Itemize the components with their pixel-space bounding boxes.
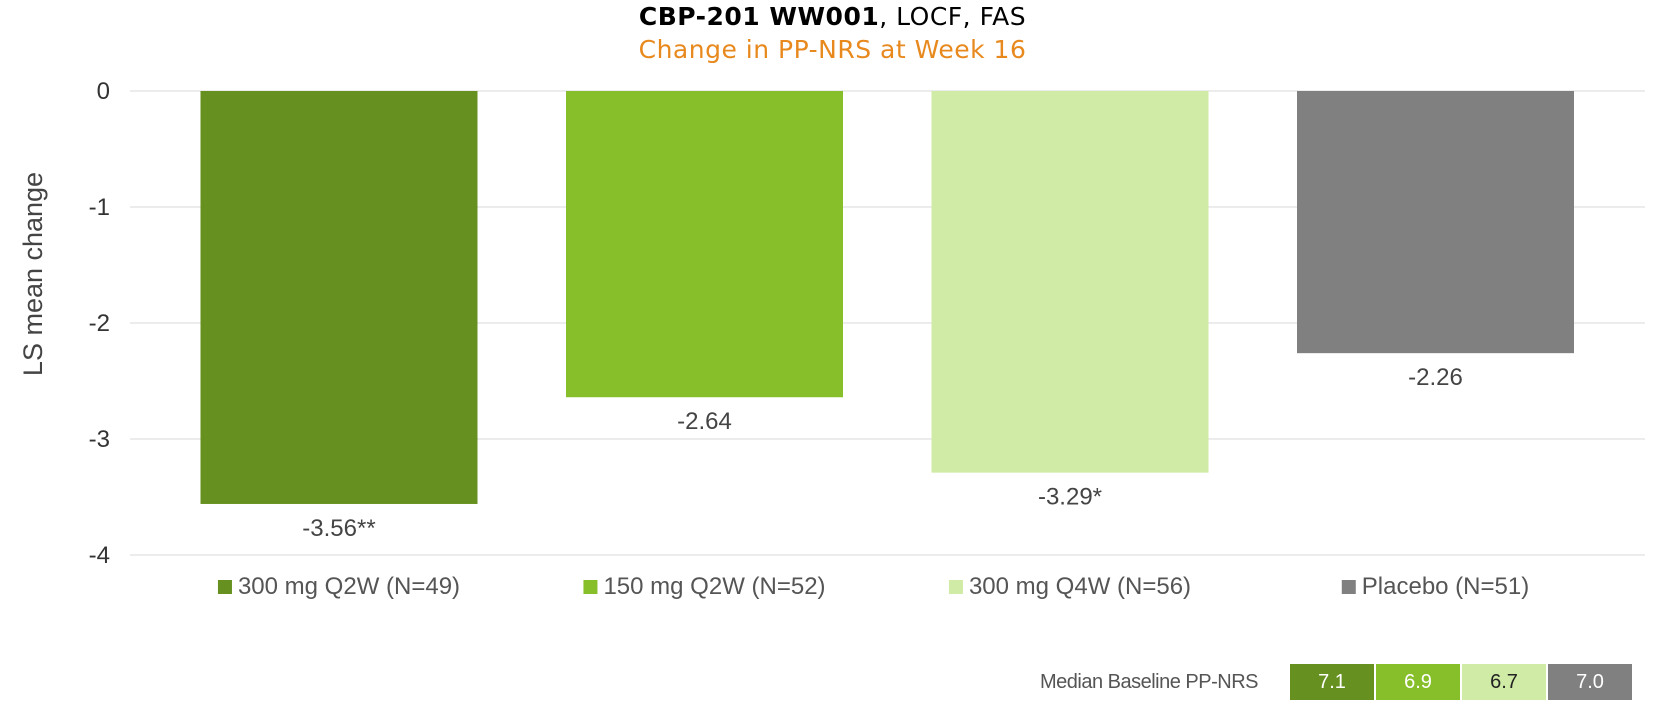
- chart-title-rest: , LOCF, FAS: [879, 2, 1027, 31]
- legend-swatch: [1341, 580, 1356, 594]
- bar: [200, 91, 478, 504]
- legend-item: 300 mg Q4W (N=56): [948, 573, 1191, 600]
- median-baseline-cell: 7.1: [1290, 664, 1374, 700]
- median-baseline-cell: 7.0: [1548, 664, 1632, 700]
- bar: [931, 91, 1209, 473]
- median-baseline-cell: 6.7: [1462, 664, 1546, 700]
- chart-title: CBP-201 WW001, LOCF, FAS: [0, 2, 1665, 31]
- legend-item: Placebo (N=51): [1341, 573, 1529, 600]
- bar: [1297, 91, 1574, 354]
- y-tick-label: -2: [89, 310, 110, 337]
- legend-label: 300 mg Q4W (N=56): [969, 573, 1191, 600]
- data-label: -2.26: [1408, 364, 1463, 391]
- data-label: -3.29*: [1038, 484, 1102, 511]
- legend-swatch: [583, 580, 598, 594]
- bar-chart: 0 -1 -2 -3 -4 -3.56** -2.64 -3.29* -2.26 300 mg…: [18, 78, 1645, 600]
- median-baseline-label: Median Baseline PP-NRS: [1040, 670, 1259, 693]
- data-labels: -3.56** -2.64 -3.29* -2.26: [302, 364, 1463, 542]
- legend-swatch: [217, 580, 232, 594]
- legend-item: 300 mg Q2W (N=49): [217, 573, 460, 600]
- y-tick-label: -1: [89, 194, 110, 221]
- median-baseline-cell: 6.9: [1376, 664, 1460, 700]
- chart-subtitle: Change in PP-NRS at Week 16: [638, 35, 1027, 64]
- legend-swatch: [948, 580, 963, 594]
- y-axis-ticks: 0 -1 -2 -3 -4: [89, 78, 110, 569]
- data-label: -2.64: [677, 408, 732, 435]
- median-baseline-cells: 7.1 6.9 6.7 7.0: [1288, 664, 1632, 700]
- data-label: -3.56**: [302, 515, 375, 542]
- y-tick-label: 0: [97, 78, 110, 105]
- y-tick-label: -4: [89, 542, 110, 569]
- legend-label: 150 mg Q2W (N=52): [603, 573, 825, 600]
- legend-label: 300 mg Q2W (N=49): [238, 573, 460, 600]
- legend: 300 mg Q2W (N=49) 150 mg Q2W (N=52) 300 mg…: [217, 573, 1529, 600]
- legend-label: Placebo (N=51): [1362, 573, 1529, 600]
- legend-item: 150 mg Q2W (N=52): [583, 573, 826, 600]
- median-baseline-table: Median Baseline PP-NRS 7.1 6.9 6.7 7.0: [1040, 664, 1632, 700]
- bars: [200, 91, 1574, 504]
- bar: [566, 91, 843, 398]
- y-tick-label: -3: [89, 426, 110, 453]
- y-axis-label: LS mean change: [18, 172, 48, 376]
- chart-title-bold: CBP-201 WW001: [638, 2, 880, 31]
